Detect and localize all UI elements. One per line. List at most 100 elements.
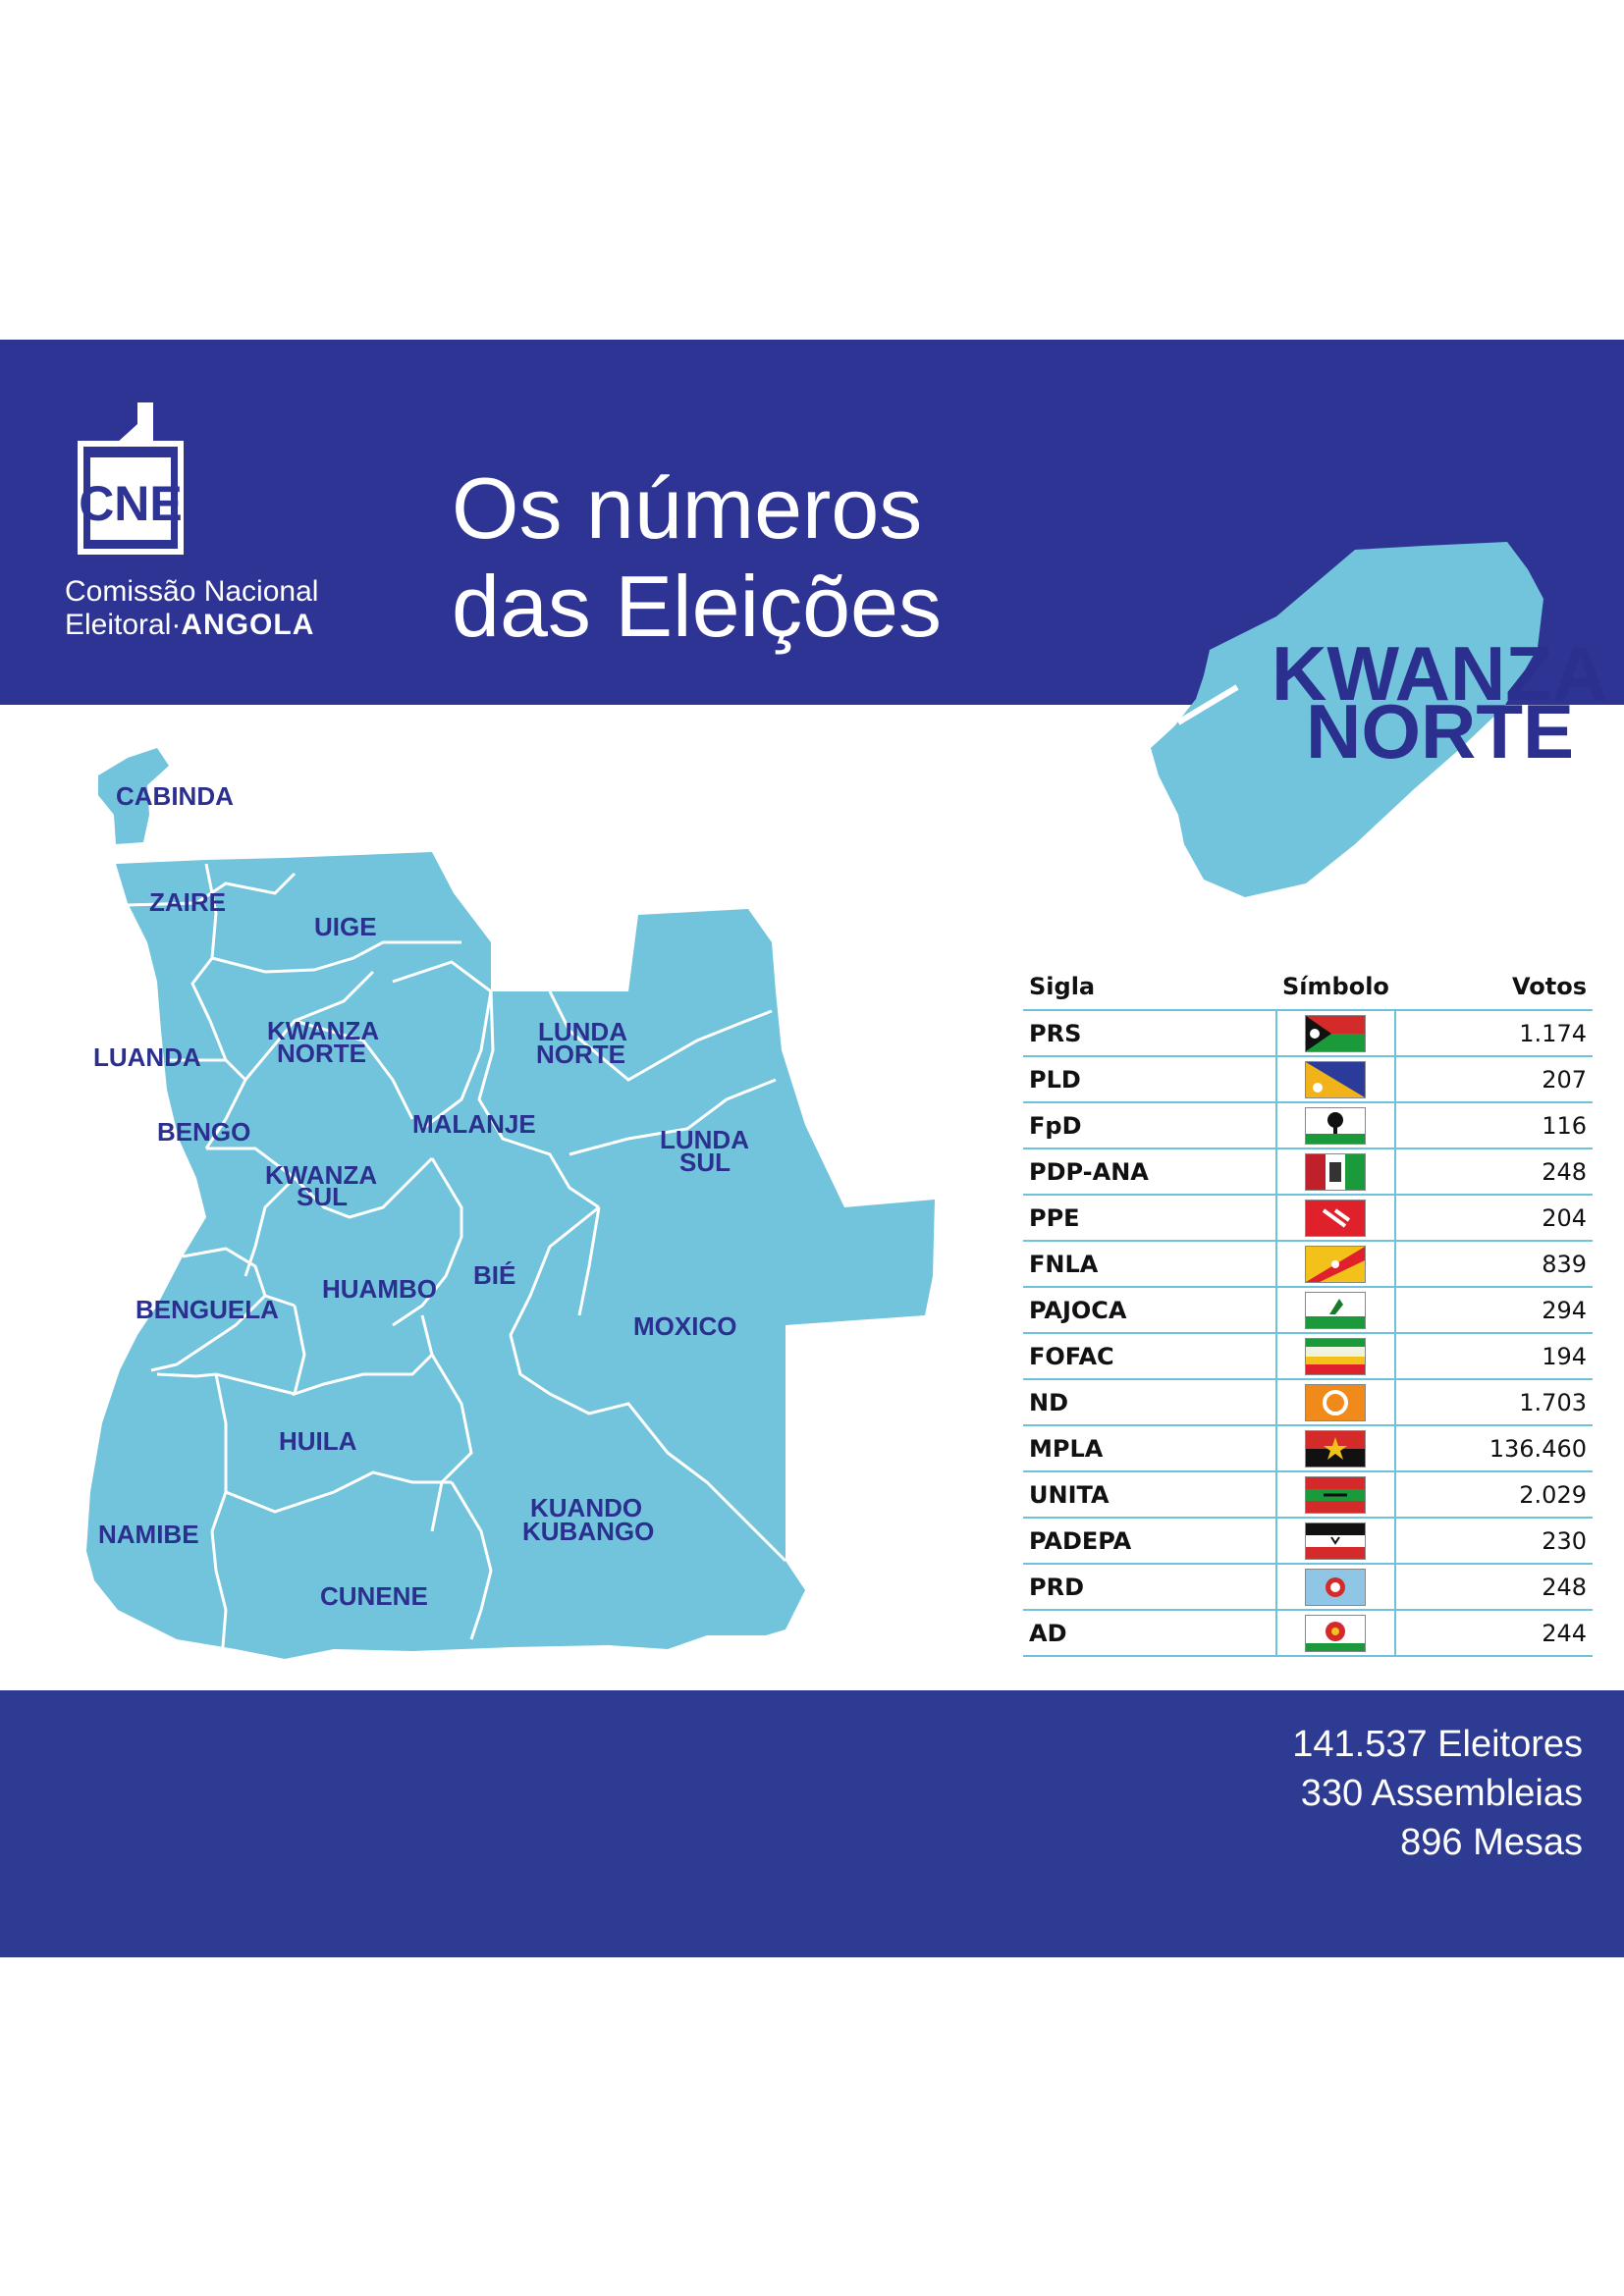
party-sigla: ND bbox=[1023, 1379, 1276, 1426]
header-votos: Votos bbox=[1512, 973, 1587, 1000]
party-votos: 294 bbox=[1394, 1287, 1593, 1334]
stat-eleitores: 141.537 Eleitores bbox=[1292, 1724, 1583, 1765]
prd-flag-icon bbox=[1305, 1568, 1367, 1606]
label-bengo: BENGO bbox=[157, 1117, 250, 1147]
table-row: FOFAC 194 bbox=[1023, 1333, 1593, 1380]
title-line-1: Os números bbox=[452, 459, 923, 557]
ad-flag-icon bbox=[1305, 1614, 1367, 1652]
page-title: Os números das Eleições bbox=[452, 459, 942, 656]
fnla-flag-icon bbox=[1305, 1245, 1367, 1283]
label-kwanza-sul-1: KWANZA bbox=[265, 1160, 377, 1190]
table-row: FNLA 839 bbox=[1023, 1241, 1593, 1288]
table-row: PPE 204 bbox=[1023, 1195, 1593, 1242]
party-sigla: PRS bbox=[1023, 1009, 1276, 1057]
party-votos: 839 bbox=[1394, 1241, 1593, 1288]
party-votos: 1.174 bbox=[1394, 1009, 1593, 1057]
label-kwanza-sul-2: SUL bbox=[297, 1182, 348, 1211]
party-sigla: UNITA bbox=[1023, 1471, 1276, 1519]
table-row: MPLA 136.460 bbox=[1023, 1425, 1593, 1472]
party-sigla: PADEPA bbox=[1023, 1518, 1276, 1565]
ppe-flag-icon bbox=[1305, 1199, 1367, 1237]
label-namibe: NAMIBE bbox=[98, 1520, 199, 1549]
table-row: FpD 116 bbox=[1023, 1102, 1593, 1149]
label-uige: UIGE bbox=[314, 912, 377, 941]
party-votos: 116 bbox=[1394, 1102, 1593, 1149]
cabinda-shape bbox=[98, 748, 169, 844]
label-lunda-sul-1: LUNDA bbox=[660, 1125, 749, 1154]
pajoca-flag-icon bbox=[1305, 1291, 1367, 1329]
party-sigla: PRD bbox=[1023, 1564, 1276, 1611]
pdp-ana-flag-icon bbox=[1305, 1152, 1367, 1191]
party-votos: 194 bbox=[1394, 1333, 1593, 1380]
title-line-2: das Eleições bbox=[452, 558, 942, 655]
party-sigla: PPE bbox=[1023, 1195, 1276, 1242]
pld-flag-icon bbox=[1305, 1060, 1367, 1098]
label-lunda-norte-1: LUNDA bbox=[538, 1017, 627, 1046]
table-row: PAJOCA 294 bbox=[1023, 1287, 1593, 1334]
party-votos: 1.703 bbox=[1394, 1379, 1593, 1426]
party-votos: 207 bbox=[1394, 1056, 1593, 1103]
stat-assembleias: 330 Assembleias bbox=[1300, 1773, 1583, 1814]
region-labels: CABINDA ZAIRE UIGE LUANDA KWANZA NORTE L… bbox=[93, 781, 749, 1611]
party-sigla: FOFAC bbox=[1023, 1333, 1276, 1380]
stat-mesas: 896 Mesas bbox=[1400, 1822, 1583, 1863]
table-row: ND 1.703 bbox=[1023, 1379, 1593, 1426]
logo-mark: CNE bbox=[79, 476, 183, 531]
nd-flag-icon bbox=[1305, 1383, 1367, 1421]
table-row: PDP-ANA 248 bbox=[1023, 1148, 1593, 1196]
label-kwanza-norte-2: NORTE bbox=[277, 1039, 366, 1068]
label-huambo: HUAMBO bbox=[322, 1274, 437, 1304]
party-sigla: FpD bbox=[1023, 1102, 1276, 1149]
party-votos: 244 bbox=[1394, 1610, 1593, 1657]
party-votos: 204 bbox=[1394, 1195, 1593, 1242]
label-malanje: MALANJE bbox=[412, 1109, 536, 1139]
election-stats: 141.537 Eleitores 330 Assembleias 896 Me… bbox=[1292, 1720, 1583, 1867]
label-luanda: LUANDA bbox=[93, 1042, 201, 1072]
label-zaire: ZAIRE bbox=[149, 887, 226, 917]
province-borders bbox=[127, 863, 787, 1660]
header-simbolo: Símbolo bbox=[1282, 973, 1389, 1000]
table-row: UNITA 2.029 bbox=[1023, 1471, 1593, 1519]
party-sigla: PLD bbox=[1023, 1056, 1276, 1103]
label-cabinda: CABINDA bbox=[116, 781, 234, 811]
party-votos: 248 bbox=[1394, 1148, 1593, 1196]
table-row: PRD 248 bbox=[1023, 1564, 1593, 1611]
party-votos: 2.029 bbox=[1394, 1471, 1593, 1519]
party-sigla: PDP-ANA bbox=[1023, 1148, 1276, 1196]
fofac-flag-icon bbox=[1305, 1337, 1367, 1375]
label-cunene: CUNENE bbox=[320, 1581, 428, 1611]
votes-table: Sigla Símbolo Votos PRS 1.174 PLD 207 Fp… bbox=[1023, 972, 1593, 1657]
fpd-flag-icon bbox=[1305, 1106, 1367, 1145]
party-votos: 136.460 bbox=[1394, 1425, 1593, 1472]
party-sigla: MPLA bbox=[1023, 1425, 1276, 1472]
logo-caption-line1: Comissão Nacional bbox=[65, 575, 319, 608]
label-bie: BIÉ bbox=[473, 1260, 515, 1290]
label-benguela: BENGUELA bbox=[135, 1295, 279, 1324]
table-row: AD 244 bbox=[1023, 1610, 1593, 1657]
label-kuando-1: KUANDO bbox=[530, 1493, 642, 1522]
footer-band bbox=[0, 1690, 1624, 1957]
label-lunda-norte-2: NORTE bbox=[536, 1040, 625, 1069]
header-sigla: Sigla bbox=[1029, 973, 1096, 1000]
party-sigla: AD bbox=[1023, 1610, 1276, 1657]
party-votos: 248 bbox=[1394, 1564, 1593, 1611]
ballot-box-icon: CNE bbox=[78, 402, 184, 555]
label-lunda-sul-2: SUL bbox=[679, 1148, 731, 1177]
prs-flag-icon bbox=[1305, 1014, 1367, 1052]
padepa-flag-icon bbox=[1305, 1522, 1367, 1560]
unita-flag-icon bbox=[1305, 1475, 1367, 1514]
cne-logo: CNE Comissão Nacional Eleitoral·ANGOLA bbox=[59, 400, 334, 646]
label-kwanza-norte-1: KWANZA bbox=[267, 1016, 379, 1045]
mpla-flag-icon bbox=[1305, 1429, 1367, 1468]
angola-mainland-shape bbox=[86, 852, 935, 1659]
party-sigla: FNLA bbox=[1023, 1241, 1276, 1288]
table-row: PADEPA 230 bbox=[1023, 1518, 1593, 1565]
table-header-row: Sigla Símbolo Votos bbox=[1023, 972, 1593, 1010]
party-sigla: PAJOCA bbox=[1023, 1287, 1276, 1334]
table-row: PRS 1.174 bbox=[1023, 1009, 1593, 1057]
label-moxico: MOXICO bbox=[633, 1311, 736, 1341]
label-huila: HUILA bbox=[279, 1426, 357, 1456]
party-votos: 230 bbox=[1394, 1518, 1593, 1565]
table-row: PLD 207 bbox=[1023, 1056, 1593, 1103]
label-kuando-2: KUBANGO bbox=[522, 1517, 654, 1546]
